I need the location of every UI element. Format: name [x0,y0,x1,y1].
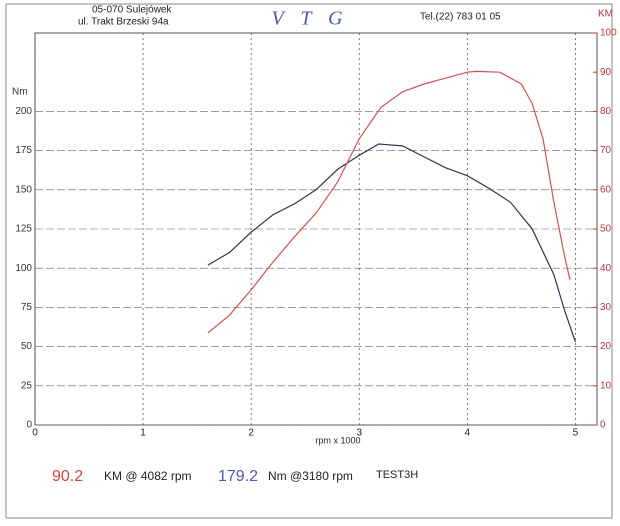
y2-tick-label: 30 [600,302,612,313]
series-line [207,70,571,334]
x-tick-label: 3 [356,428,362,439]
y-tick-label: 200 [15,106,32,117]
y-axis-label: Nm [12,87,28,98]
y2-tick-label: 100 [600,28,617,39]
y-tick-label: 125 [15,224,32,235]
frame [5,3,613,519]
torque-text: Nm @3180 rpm [268,469,353,483]
test-name: TEST3H [376,469,418,481]
power-readout: 90.2 [52,468,83,485]
y-tick-label: 175 [15,145,32,156]
torque-readout: 179.2 [218,468,258,485]
y-tick-label: 150 [15,184,32,195]
y2-tick-label: 90 [600,67,612,78]
y2-tick-label: 70 [600,145,612,156]
phone: Tel.(22) 783 01 05 [420,12,501,23]
y-tick-label: 0 [26,420,32,431]
x-axis-label: rpm x 1000 [315,435,360,445]
x-tick-label: 2 [248,428,254,439]
y-tick-label: 25 [21,380,33,391]
y2-tick-label: 80 [600,106,612,117]
x-tick-label: 5 [573,428,579,439]
x-tick-label: 0 [32,428,38,439]
series-line [207,143,576,343]
y-tick-label: 75 [21,302,33,313]
logo: V T G [271,8,348,30]
address: ul. Trakt Brzeski 94a [78,17,169,28]
y2-tick-label: 50 [600,224,612,235]
address: 05-070 Sulejówek [92,5,172,16]
x-tick-label: 4 [465,428,471,439]
y2-tick-label: 10 [600,380,612,391]
power-text: KM @ 4082 rpm [104,469,192,483]
y-tick-label: 100 [15,263,32,274]
y2-tick-label: 60 [600,184,612,195]
y-tick-label: 50 [21,341,33,352]
y2-axis-label: KM [598,9,613,20]
x-tick-label: 1 [140,428,146,439]
y2-tick-label: 0 [600,420,606,431]
y2-tick-label: 20 [600,341,612,352]
y2-tick-label: 40 [600,263,612,274]
